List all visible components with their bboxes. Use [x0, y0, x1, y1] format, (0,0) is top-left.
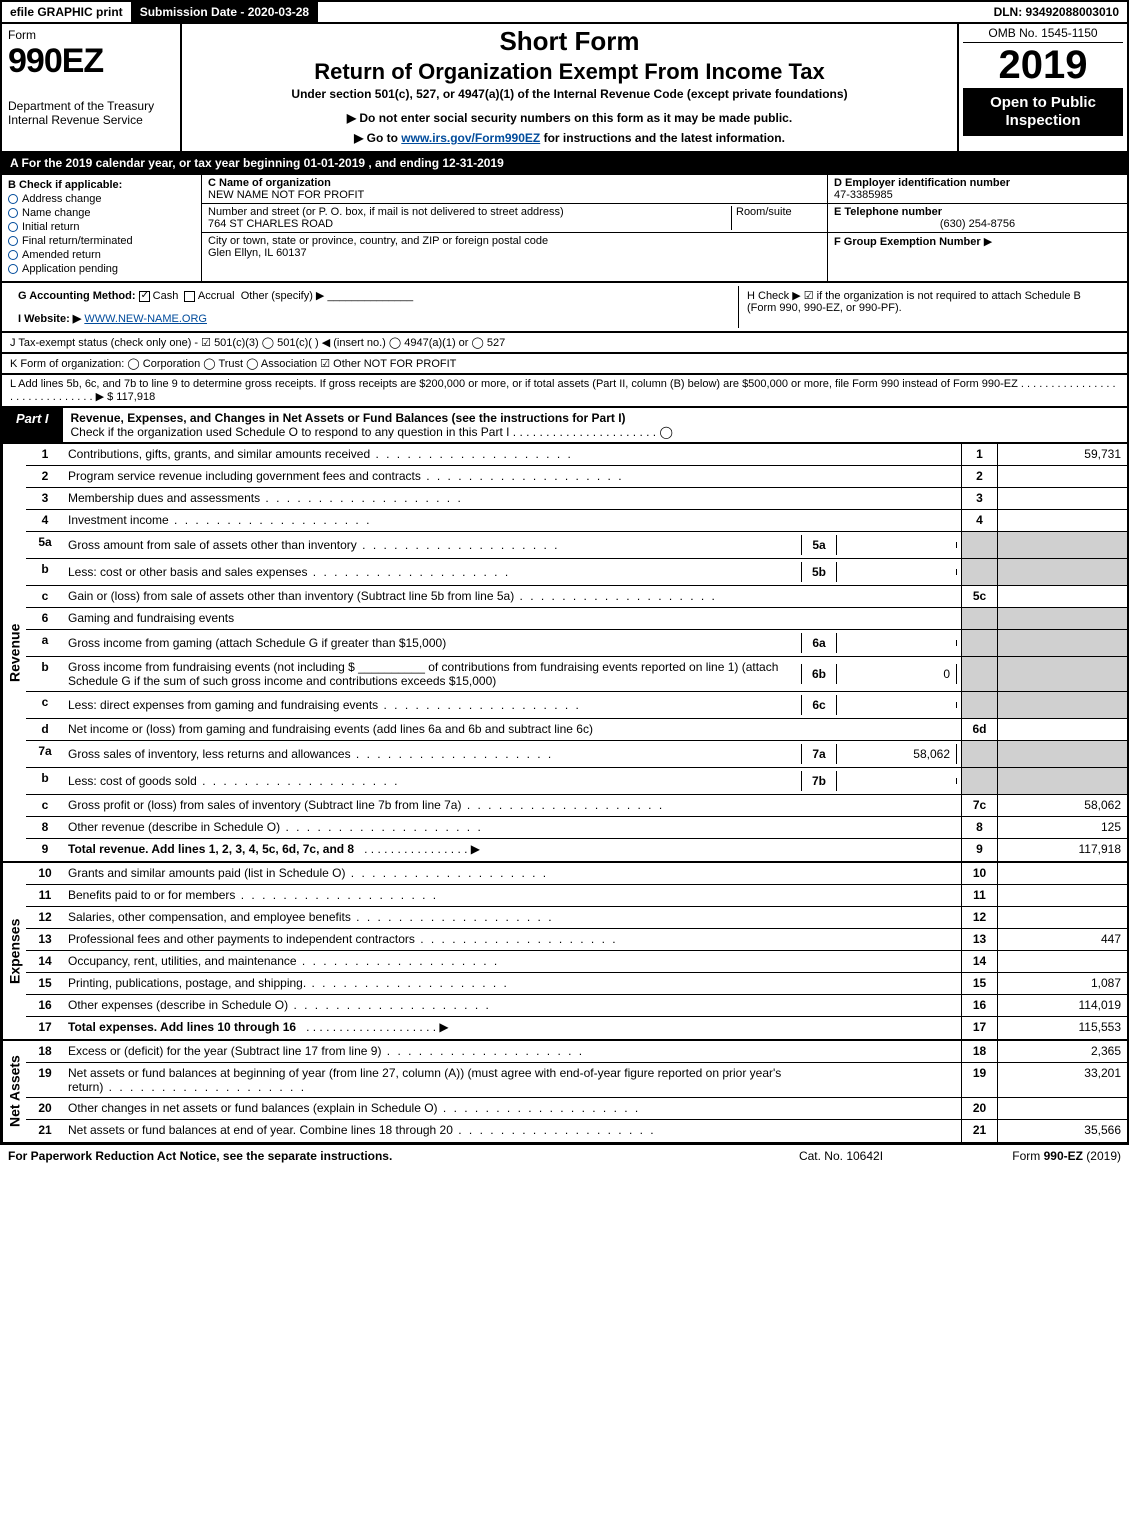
tax-period: A For the 2019 calendar year, or tax yea… [0, 153, 1129, 175]
return-title: Return of Organization Exempt From Incom… [192, 59, 947, 85]
row-h: H Check ▶ ☑ if the organization is not r… [739, 286, 1119, 328]
dept-label: Department of the Treasury [8, 99, 174, 113]
form-number: 990EZ [8, 42, 174, 81]
form-header: Form 990EZ Department of the Treasury In… [0, 24, 1129, 153]
chk-cash[interactable] [139, 291, 150, 302]
room-suite: Room/suite [731, 206, 821, 230]
line19-value: 33,201 [997, 1063, 1127, 1097]
box-c: C Name of organization NEW NAME NOT FOR … [202, 175, 827, 281]
note-link: Go to www.irs.gov/Form990EZ for instruct… [192, 131, 947, 145]
note-ssn: Do not enter social security numbers on … [192, 111, 947, 125]
line16-value: 114,019 [997, 995, 1127, 1016]
expenses-tab: Expenses [2, 863, 26, 1039]
info-grid: B Check if applicable: Address change Na… [0, 175, 1129, 283]
line17-value: 115,553 [997, 1017, 1127, 1039]
line1-value: 59,731 [997, 444, 1127, 465]
submission-date: Submission Date - 2020-03-28 [132, 2, 318, 22]
box-def: D Employer identification number 47-3385… [827, 175, 1127, 281]
subtitle: Under section 501(c), 527, or 4947(a)(1)… [192, 87, 947, 101]
line6b-value: 0 [837, 664, 957, 684]
chk-amended-return[interactable]: Amended return [8, 249, 195, 261]
irs-label: Internal Revenue Service [8, 113, 174, 127]
efile-label: efile GRAPHIC print [2, 2, 132, 22]
line8-value: 125 [997, 817, 1127, 838]
omb-number: OMB No. 1545-1150 [963, 26, 1123, 43]
org-address: 764 ST CHARLES ROAD [208, 218, 731, 230]
chk-address-change[interactable]: Address change [8, 193, 195, 205]
chk-name-change[interactable]: Name change [8, 207, 195, 219]
line7c-value: 58,062 [997, 795, 1127, 816]
chk-initial-return[interactable]: Initial return [8, 221, 195, 233]
line9-value: 117,918 [997, 839, 1127, 861]
short-form-title: Short Form [192, 26, 947, 57]
part1-header: Part I Revenue, Expenses, and Changes in… [0, 408, 1129, 444]
website-link[interactable]: WWW.NEW-NAME.ORG [84, 313, 207, 325]
row-gh: G Accounting Method: Cash Accrual Other … [0, 283, 1129, 333]
org-name: NEW NAME NOT FOR PROFIT [208, 189, 821, 201]
telephone: (630) 254-8756 [834, 218, 1121, 230]
line21-value: 35,566 [997, 1120, 1127, 1142]
netassets-tab: Net Assets [2, 1041, 26, 1142]
box-b: B Check if applicable: Address change Na… [2, 175, 202, 281]
top-bar: efile GRAPHIC print Submission Date - 20… [0, 0, 1129, 24]
dln: DLN: 93492088003010 [986, 2, 1127, 22]
line7a-value: 58,062 [837, 744, 957, 764]
open-inspection: Open to Public Inspection [963, 88, 1123, 136]
chk-application-pending[interactable]: Application pending [8, 263, 195, 275]
row-k: K Form of organization: ◯ Corporation ◯ … [0, 354, 1129, 375]
org-city: Glen Ellyn, IL 60137 [208, 247, 821, 259]
irs-link[interactable]: www.irs.gov/Form990EZ [401, 131, 540, 145]
line18-value: 2,365 [997, 1041, 1127, 1062]
part1-table: Revenue 1Contributions, gifts, grants, a… [0, 444, 1129, 1144]
revenue-tab: Revenue [2, 444, 26, 861]
row-j: J Tax-exempt status (check only one) - ☑… [0, 333, 1129, 354]
ein: 47-3385985 [834, 189, 1121, 201]
line15-value: 1,087 [997, 973, 1127, 994]
row-l: L Add lines 5b, 6c, and 7b to line 9 to … [0, 375, 1129, 408]
chk-final-return[interactable]: Final return/terminated [8, 235, 195, 247]
form-label: Form [8, 28, 174, 42]
chk-accrual[interactable] [184, 291, 195, 302]
line13-value: 447 [997, 929, 1127, 950]
tax-year: 2019 [963, 43, 1123, 88]
page-footer: For Paperwork Reduction Act Notice, see … [0, 1144, 1129, 1167]
